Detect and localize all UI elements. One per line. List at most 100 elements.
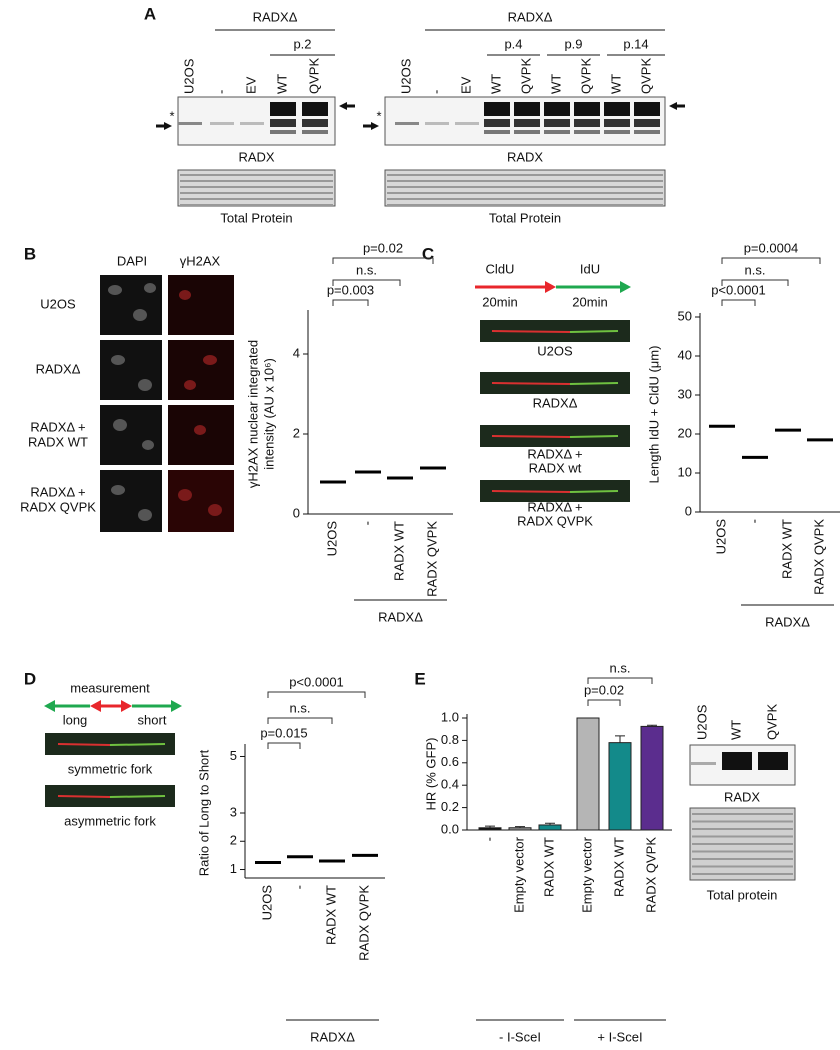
y-tick-label: 4 <box>293 345 300 360</box>
band <box>270 102 296 116</box>
band <box>634 102 660 116</box>
y-tick-label: 0 <box>685 503 692 518</box>
loading-label: Total protein <box>707 887 778 902</box>
group-label: - I-SceI <box>499 1029 541 1044</box>
row-label: U2OS <box>40 296 76 311</box>
rule <box>569 435 619 438</box>
x-tick-label: RADX QVPK <box>356 885 371 961</box>
long-label: long <box>63 712 88 727</box>
micrographs <box>100 275 234 532</box>
fiber-label: RADXΔ + <box>527 499 582 514</box>
y-tick-label: 0.2 <box>441 799 459 814</box>
band <box>634 130 660 134</box>
measure-label: measurement <box>70 680 150 695</box>
panel-label: D <box>24 669 36 688</box>
band <box>210 122 234 125</box>
band <box>691 762 716 765</box>
band <box>484 102 510 116</box>
band <box>302 130 328 134</box>
arrow <box>90 700 101 712</box>
bar <box>640 725 664 831</box>
y-tick-label: 1 <box>230 861 237 876</box>
rule <box>569 382 619 385</box>
comparison-label: n.s. <box>290 700 311 715</box>
panel-label: B <box>24 244 36 263</box>
lane-label: QVPK <box>764 704 779 740</box>
lane-label: QVPK <box>638 58 653 94</box>
error-bar <box>515 826 525 828</box>
bracket <box>267 742 301 749</box>
lane-label: QVPK <box>578 58 593 94</box>
rule <box>109 743 166 746</box>
arrow <box>44 700 55 712</box>
blot-label: RADX <box>238 149 274 164</box>
x-tick-label: - <box>746 519 761 523</box>
column-label: DAPI <box>117 253 147 268</box>
error-bar <box>647 724 657 727</box>
passage-label: p.2 <box>293 36 311 51</box>
bracket <box>332 299 369 306</box>
y-tick-label: 0.8 <box>441 732 459 747</box>
passage-label: p.9 <box>564 36 582 51</box>
y-tick-label: 0.0 <box>441 821 459 836</box>
bar <box>608 742 632 831</box>
fork-label: asymmetric fork <box>64 813 156 828</box>
bracket <box>267 691 366 698</box>
rule <box>491 382 571 385</box>
x-tick-label: - <box>291 885 306 889</box>
blot-header: RADXΔ <box>253 9 298 24</box>
y-tick-label: 0.6 <box>441 754 459 769</box>
error-bar <box>545 822 555 825</box>
band <box>395 122 419 125</box>
x-tick-label: RADX WT <box>611 837 626 897</box>
loading-label: Total Protein <box>489 210 561 225</box>
x-tick-label: Empty vector <box>579 836 594 913</box>
fiber-label: U2OS <box>537 343 573 358</box>
passage-label: p.14 <box>623 36 648 51</box>
y-tick-label: 20 <box>678 425 692 440</box>
band <box>455 122 479 125</box>
y-axis-label: γH2AX nuclear integrated <box>245 340 260 488</box>
row-label: RADX WT <box>28 434 88 449</box>
band <box>178 122 202 125</box>
x-tick-label: - <box>481 837 496 841</box>
band <box>604 130 630 134</box>
band <box>574 119 600 127</box>
x-tick-label: RADX QVPK <box>643 837 658 913</box>
arrow <box>156 122 172 130</box>
arrow <box>669 102 685 110</box>
bracket <box>587 699 621 706</box>
pulse-label: IdU <box>580 261 600 276</box>
rule <box>57 743 111 746</box>
group-label: + I-SceI <box>597 1029 642 1044</box>
y-tick-label: 30 <box>678 386 692 401</box>
group-label: RADXΔ <box>310 1029 355 1044</box>
blot-label: RADX <box>507 149 543 164</box>
comparison-label: p<0.0001 <box>711 282 766 297</box>
blot-header: RADXΔ <box>508 9 553 24</box>
band <box>484 130 510 134</box>
column-label: γH2AX <box>180 253 221 268</box>
star: * <box>376 108 381 123</box>
error-bar <box>615 735 625 743</box>
lane-label: WT <box>488 74 503 94</box>
y-tick-label: 1.0 <box>441 709 459 724</box>
fork-label: symmetric fork <box>68 761 153 776</box>
arrow <box>545 281 556 293</box>
band <box>574 102 600 116</box>
lane-label: U2OS <box>398 58 413 94</box>
y-tick-label: 2 <box>230 833 237 848</box>
star: * <box>169 108 174 123</box>
short-label: short <box>138 712 167 727</box>
x-tick-label: RADX WT <box>779 519 794 579</box>
fiber-label: RADX wt <box>529 460 582 475</box>
rule <box>569 490 619 493</box>
lane-label: WT <box>728 720 743 740</box>
fiber-label: RADXΔ + <box>527 446 582 461</box>
comparison-label: p=0.015 <box>260 725 307 740</box>
band <box>758 752 788 770</box>
comparison-label: p=0.0004 <box>744 240 799 255</box>
bar <box>508 827 532 831</box>
rule <box>491 435 571 438</box>
